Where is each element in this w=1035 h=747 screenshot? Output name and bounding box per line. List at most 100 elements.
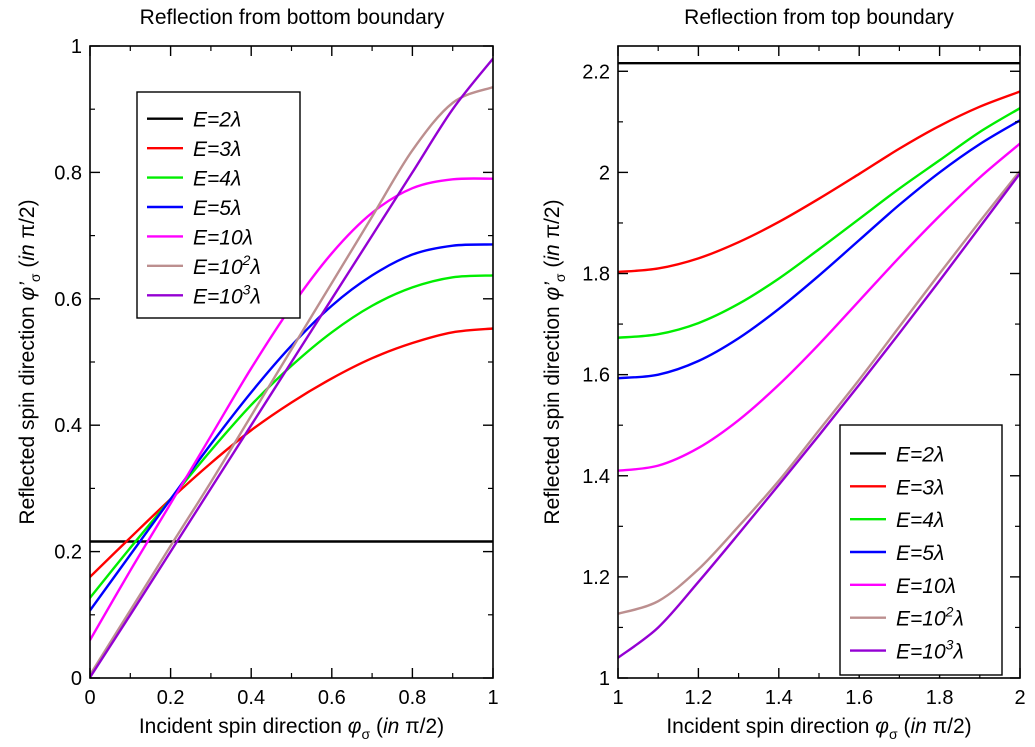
legend-entry: E=2λ bbox=[896, 443, 944, 466]
y-axis-label: Reflected spin direction φ’σ (in π/2) bbox=[541, 199, 568, 524]
y-axis-unit-open: ( bbox=[541, 261, 564, 274]
chart-1: Reflection from bottom boundary 0 0.2 0.4 0.… bbox=[16, 6, 499, 742]
legend-label: E=10 bbox=[896, 641, 946, 664]
x-axis-unit-in: in bbox=[910, 715, 926, 738]
x-axis-unit-in: in bbox=[383, 715, 399, 738]
x-tick-label: 0.6 bbox=[318, 687, 346, 709]
series-line bbox=[90, 243, 493, 612]
legend-entry: E=102λ bbox=[896, 604, 964, 631]
x-tick-label: 0.4 bbox=[237, 687, 265, 709]
legend-superscript: 3 bbox=[946, 637, 954, 653]
y-axis-unit-open: ( bbox=[16, 261, 39, 274]
x-axis-unit-open: ( bbox=[898, 715, 911, 738]
legend-label: E=3λ bbox=[896, 476, 944, 499]
x-tick-label: 0.2 bbox=[157, 687, 185, 709]
x-axis-symbol: φ bbox=[348, 715, 362, 738]
x-axis-label-text: Incident spin direction bbox=[139, 715, 348, 738]
legend-label-tail: λ bbox=[952, 641, 963, 664]
x-axis-symbol: φ bbox=[875, 715, 889, 738]
x-tick-label: 0.8 bbox=[398, 687, 426, 709]
y-tick-label: 0.4 bbox=[54, 415, 82, 437]
series-line bbox=[90, 327, 493, 579]
legend-label: E=4λ bbox=[193, 168, 241, 191]
legend-label: E=2λ bbox=[896, 443, 944, 466]
x-tick-label: 1 bbox=[487, 687, 498, 709]
x-axis-unit-rest: π/2) bbox=[399, 715, 444, 738]
legend-label-tail: λ bbox=[952, 608, 963, 631]
series-line bbox=[618, 106, 1020, 339]
y-axis-label-text: Reflected spin direction bbox=[16, 300, 39, 524]
legend-entry: E=5λ bbox=[896, 542, 944, 565]
x-tick-label: 2 bbox=[1014, 687, 1025, 709]
y-tick-label: 0.2 bbox=[54, 542, 82, 564]
legend-entry: E=4λ bbox=[896, 509, 944, 532]
x-tick-label: 1.4 bbox=[765, 687, 793, 709]
legend-label: E=10 bbox=[193, 285, 243, 308]
x-axis-label: Incident spin direction φσ (in π/2) bbox=[139, 715, 444, 742]
y-tick-label: 1 bbox=[599, 668, 610, 690]
series-line bbox=[90, 274, 493, 599]
legend-entry: E=4λ bbox=[193, 168, 241, 191]
y-axis-unit-rest: π/2) bbox=[541, 199, 564, 244]
chart-title: Reflection from top boundary bbox=[684, 6, 954, 29]
y-tick-label: 1 bbox=[71, 36, 82, 58]
x-tick-label: 1.6 bbox=[845, 687, 873, 709]
y-axis-label: Reflected spin direction φ’σ (in π/2) bbox=[16, 199, 43, 524]
legend-entry: E=103λ bbox=[896, 637, 964, 664]
legend-label: E=10 bbox=[896, 608, 946, 631]
legend-entry: E=5λ bbox=[193, 197, 241, 220]
y-tick-label: 0 bbox=[71, 668, 82, 690]
legend-box bbox=[136, 91, 301, 319]
x-tick-label: 0 bbox=[84, 687, 95, 709]
series-line bbox=[90, 85, 493, 677]
y-tick-label: 1.6 bbox=[582, 365, 610, 387]
x-tick-label: 1.8 bbox=[926, 687, 954, 709]
legend-entry: E=10λ bbox=[193, 226, 253, 249]
legend-entry: E=103λ bbox=[193, 281, 261, 308]
x-axis-subscript: σ bbox=[889, 726, 898, 742]
legend-entry: E=2λ bbox=[193, 109, 241, 132]
series-line bbox=[618, 119, 1020, 380]
y-axis-unit-in: in bbox=[541, 244, 564, 260]
legend-label-tail: λ bbox=[249, 285, 260, 308]
chart-title: Reflection from bottom boundary bbox=[140, 6, 445, 29]
x-tick-label: 1.2 bbox=[684, 687, 712, 709]
legend-superscript: 2 bbox=[945, 604, 954, 620]
y-axis-subscript: σ bbox=[552, 273, 568, 282]
legend-superscript: 2 bbox=[242, 252, 251, 268]
legend-entry: E=3λ bbox=[193, 138, 241, 161]
legend-superscript: 3 bbox=[243, 281, 251, 297]
legend-label: E=4λ bbox=[896, 509, 944, 532]
y-tick-label: 1.2 bbox=[582, 567, 610, 589]
y-axis-subscript: σ bbox=[27, 273, 43, 282]
legend-label: E=5λ bbox=[896, 542, 944, 565]
y-tick-label: 2.2 bbox=[582, 61, 610, 83]
series-line bbox=[618, 142, 1020, 472]
series-line bbox=[618, 172, 1020, 659]
x-axis-subscript: σ bbox=[362, 726, 371, 742]
legend-entry: E=3λ bbox=[896, 476, 944, 499]
x-axis-label-text: Incident spin direction bbox=[666, 715, 875, 738]
legend-entry: E=102λ bbox=[193, 252, 261, 279]
x-axis-unit-rest: π/2) bbox=[927, 715, 972, 738]
y-axis-unit-rest: π/2) bbox=[16, 199, 39, 244]
y-axis-label-text: Reflected spin direction bbox=[541, 300, 564, 524]
y-tick-label: 0.6 bbox=[54, 289, 82, 311]
series-line bbox=[618, 90, 1020, 274]
y-tick-label: 2 bbox=[599, 162, 610, 184]
legend-label: E=10λ bbox=[193, 226, 253, 249]
series-line bbox=[90, 57, 493, 678]
legend-label: E=5λ bbox=[193, 197, 241, 220]
legend-label: E=10 bbox=[193, 256, 243, 279]
legend-label: E=2λ bbox=[193, 109, 241, 132]
legend-label-tail: λ bbox=[249, 256, 260, 279]
legend-label: E=10λ bbox=[896, 575, 956, 598]
legend-box bbox=[839, 424, 1003, 676]
y-axis-symbol: φ’ bbox=[541, 282, 564, 301]
legend-entry: E=10λ bbox=[896, 575, 956, 598]
chart-2: Reflection from top boundary 1 1.2 1.4 1.6 1.… bbox=[541, 6, 1026, 742]
y-axis-symbol: φ’ bbox=[16, 282, 39, 301]
